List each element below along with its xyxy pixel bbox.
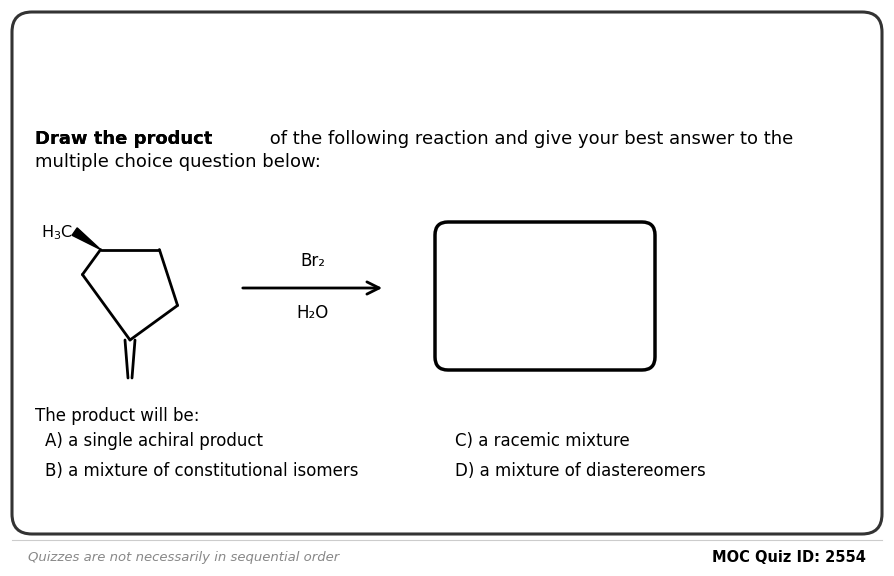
- Text: multiple choice question below:: multiple choice question below:: [35, 153, 321, 171]
- Text: Draw the product: Draw the product: [35, 130, 213, 148]
- Text: H$_3$C: H$_3$C: [40, 223, 72, 242]
- Text: C) a racemic mixture: C) a racemic mixture: [455, 432, 629, 450]
- Text: B) a mixture of constitutional isomers: B) a mixture of constitutional isomers: [45, 462, 358, 480]
- Text: H₂O: H₂O: [297, 304, 329, 322]
- Text: D) a mixture of diastereomers: D) a mixture of diastereomers: [455, 462, 705, 480]
- Polygon shape: [72, 228, 101, 249]
- Text: The product will be:: The product will be:: [35, 407, 199, 425]
- Text: A) a single achiral product: A) a single achiral product: [45, 432, 263, 450]
- FancyBboxPatch shape: [435, 222, 655, 370]
- Text: Quizzes are not necessarily in sequential order: Quizzes are not necessarily in sequentia…: [28, 551, 339, 564]
- Text: of the following reaction and give your best answer to the: of the following reaction and give your …: [264, 130, 793, 148]
- Text: Br₂: Br₂: [300, 252, 325, 270]
- FancyBboxPatch shape: [12, 12, 882, 534]
- Text: Draw the product: Draw the product: [35, 130, 213, 148]
- Text: MOC Quiz ID: 2554: MOC Quiz ID: 2554: [713, 551, 866, 566]
